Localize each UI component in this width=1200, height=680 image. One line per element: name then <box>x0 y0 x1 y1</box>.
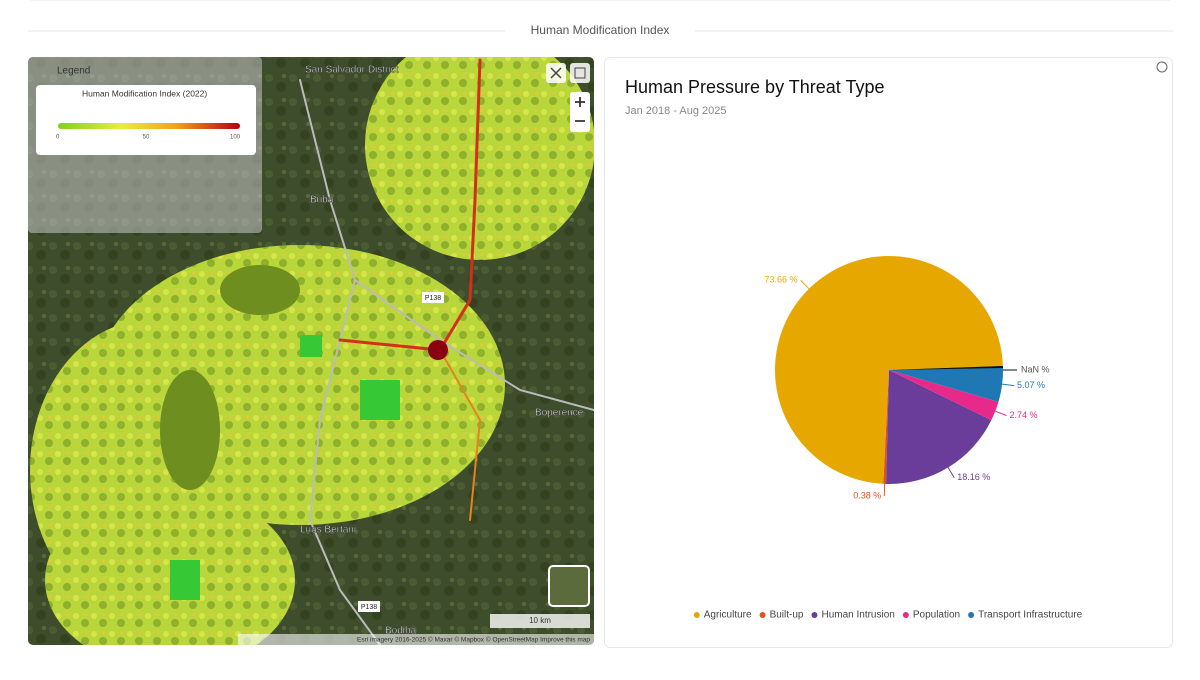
legend-title: Legend <box>57 66 90 77</box>
layer-name: Human Modification Index (2022) <box>82 88 207 98</box>
road-label: P138 <box>425 295 441 302</box>
legend-swatch <box>968 612 974 618</box>
hmi-gradient <box>58 123 240 129</box>
legend-swatch <box>903 612 909 618</box>
section-title: Human Modification Index <box>531 23 670 37</box>
value-label: 5.07 % <box>1017 380 1045 390</box>
map: Legend Human Modification Index (2022) 0… <box>28 30 595 670</box>
attribution: Esri imagery 2016-2025 © Maxar © Mapbox … <box>357 636 590 644</box>
basemap-toggle[interactable] <box>549 566 589 606</box>
place-label: Buba <box>310 195 334 206</box>
place-label: Boperence <box>535 408 584 419</box>
chart-title: Human Pressure by Threat Type <box>625 77 884 97</box>
legend-label: Agriculture <box>704 610 752 621</box>
value-label: 0.38 % <box>853 490 881 500</box>
scale-tick: 50 <box>143 135 150 141</box>
legend-label: Population <box>913 610 960 621</box>
legend-label: Built-up <box>770 610 804 621</box>
value-label: 2.74 % <box>1009 410 1037 420</box>
scale-bar-label: 10 km <box>529 616 551 625</box>
value-label: 73.66 % <box>765 275 798 285</box>
place-label: San Salvador District <box>305 65 399 76</box>
legend-label: Human Intrusion <box>821 610 894 621</box>
legend-swatch <box>811 612 817 618</box>
legend-swatch <box>760 612 766 618</box>
legend-label: Transport Infrastructure <box>978 610 1083 621</box>
legend-swatch <box>694 612 700 618</box>
extra-label: NaN % <box>1021 364 1050 374</box>
place-label: Luas Bertani <box>300 525 356 536</box>
value-label: 18.16 % <box>957 472 990 482</box>
fullscreen-button[interactable] <box>570 63 590 83</box>
scale-tick: 100 <box>230 135 241 141</box>
chart-subtitle: Jan 2018 - Aug 2025 <box>625 105 727 117</box>
road-label: P138 <box>361 604 377 611</box>
